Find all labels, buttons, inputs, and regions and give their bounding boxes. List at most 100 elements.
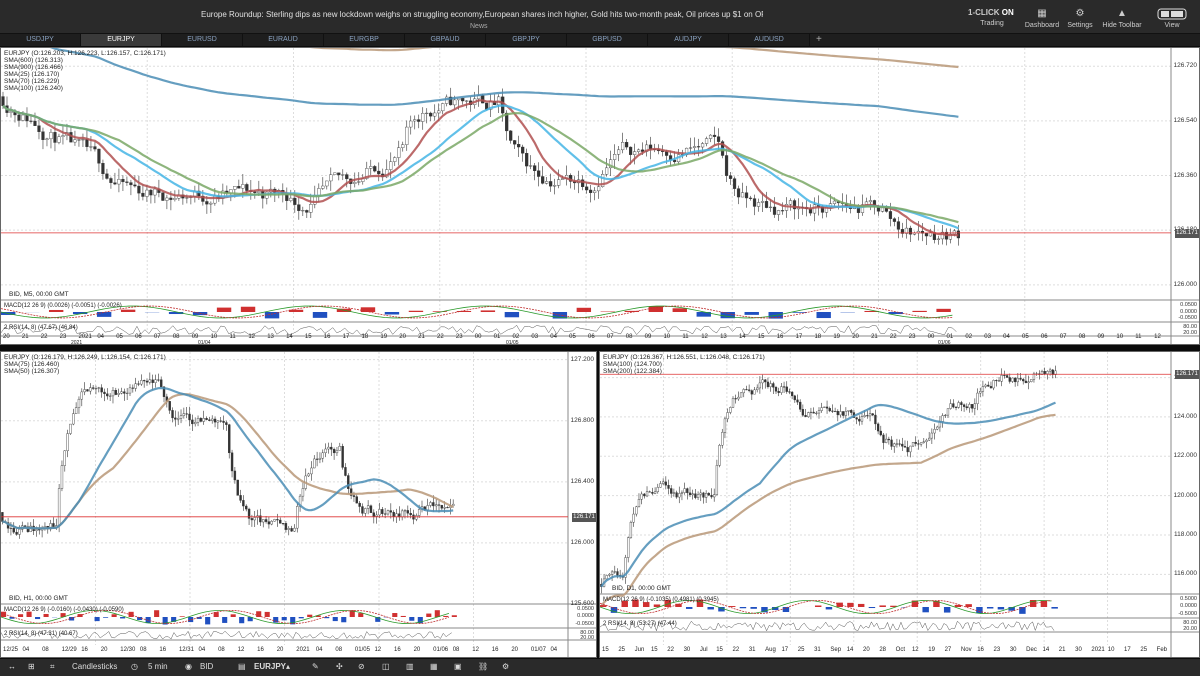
chart-pane-d1[interactable]: EURJPY (O:126.367, H:126.551, L:126.048,… [599,351,1200,658]
chart-legend: EURJPY (O:126.203, H:126.223, L:126.157,… [4,50,166,92]
time-axis-label: 15 [650,647,658,653]
time-axis-label: 00 [474,334,482,340]
tab-eurjpy[interactable]: EURJPY [81,34,162,46]
chart-canvas[interactable] [1,352,596,657]
tab-gbpaud[interactable]: GBPAUD [405,34,486,46]
hide-drawings-icon[interactable]: ⊘ [358,662,365,671]
time-axis-label: 03 [531,334,539,340]
time-axis-label: 08 [218,647,225,653]
tab-gbpjpy[interactable]: GBPJPY [486,34,567,46]
rsi-label[interactable]: 2 RSI(14, 8) (47.31) (40.67) [4,631,78,637]
time-axis-label: 14 [738,334,746,340]
chart-canvas[interactable] [1,48,1199,344]
gear-icon[interactable]: ⚙ [502,662,510,671]
news-ticker[interactable]: Europe Roundup: Sterling dips as new loc… [201,10,763,19]
layout-icon[interactable]: ▦ [430,662,438,671]
time-axis-label: 17 [1124,647,1131,653]
indicator-label[interactable]: SMA(70) (126.229) [4,78,60,85]
indicator-label[interactable]: SMA(900) (126.466) [4,64,63,71]
tab-audusd[interactable]: AUDUSD [729,34,810,46]
ma-line-sma600 [49,48,959,118]
indicator-label[interactable]: SMA(25) (126.170) [4,71,60,78]
time-axis-label: 20 [276,647,284,653]
macd-scale-label: -0.0500 [575,620,594,627]
price-axis-label: 126.540 [1173,116,1198,124]
rsi-label[interactable]: 2 RSI(14, 8) (47.67) (46.84) [4,325,78,331]
time-axis-label: 22 [732,647,740,653]
tab-euraud[interactable]: EURAUD [243,34,324,46]
current-price-badge: 126.171 [1175,228,1199,238]
indicator-label[interactable]: SMA(50) (126.307) [4,368,60,375]
one-click-toggle[interactable]: 1-CLICK ON [968,8,1014,17]
time-axis-label: 01/05 [354,647,370,653]
tab-eurgbp[interactable]: EURGBP [324,34,405,46]
time-axis-label: 08 [625,334,633,340]
rsi-scale-label: 80.00 [580,630,594,636]
hide-toolbar-icon: ▲ [1117,8,1127,19]
tab-audjpy[interactable]: AUDJPY [648,34,729,46]
macd-scale-label: 0.0000 [1180,603,1197,610]
time-axis-label: 15 [304,334,312,340]
time-axis-label: 15 [757,334,765,340]
time-axis-label: 22 [889,334,897,340]
time-axis-label: 08 [335,647,343,653]
indicator-label[interactable]: SMA(75) (126.460) [4,361,60,368]
indicator-label[interactable]: SMA(100) (126.240) [4,85,63,92]
link-icon[interactable]: ⛓ [478,662,489,671]
tab-eurusd[interactable]: EURUSD [162,34,243,46]
ma-line-sma100 [600,401,1056,588]
time-axis-label: 02 [965,334,973,340]
time-axis-label: 04 [22,647,30,653]
macd-label[interactable]: MACD(12 26 9) (-0.1035) (0.4981) (0.3945… [603,597,719,603]
zoom-icon[interactable]: ⊞ [28,662,35,671]
time-axis-label: 25 [797,647,805,653]
indicator-label[interactable]: SMA(600) (126.313) [4,57,63,64]
settings-icon[interactable]: ✣ [336,662,343,671]
template-icon[interactable]: ▣ [454,662,462,671]
macd-scale-label: 0.5000 [1180,596,1197,602]
time-axis-label: 12/29 [61,647,77,653]
macd-label[interactable]: MACD(12 26 9) (-0.0160) (-0.0430) (-0.05… [4,607,124,613]
time-axis-label: 05 [569,334,576,340]
chevron-up-icon[interactable]: ▴ [286,662,291,671]
settings-button[interactable]: ⚙ Settings [1055,8,1105,29]
time-axis-label: Aug [765,647,776,653]
trading-button[interactable]: Trading [967,18,1017,27]
grid-icon[interactable]: ▥ [406,662,414,671]
tab-gbpusd[interactable]: GBPUSD [567,34,648,46]
chart-canvas[interactable] [600,352,1199,657]
rsi-label[interactable]: 2 RSI(14, 8) (53.27) (47.44) [603,621,677,627]
time-axis-label: Oct [895,647,905,653]
macd-label[interactable]: MACD(12 26 9) (0.0026) (-0.0051) (-0.002… [4,303,122,309]
time-axis-label: 01 [946,334,954,340]
time-axis-label: 12 [248,334,255,340]
time-axis-label: 01/07 [530,647,546,653]
menu-icon[interactable]: ↔ [8,662,16,671]
indicator-label[interactable]: SMA(200) (122.384) [603,368,662,375]
tab-add[interactable]: + [816,34,822,45]
interval-select[interactable]: 5 min [148,662,168,671]
time-axis-label: 23 [908,334,916,340]
time-axis-label: 21 [1058,647,1066,653]
hide-toolbar-button[interactable]: ▲ Hide Toolbar [1097,8,1147,29]
time-axis-label: 16 [977,647,984,653]
chart-pane-h1[interactable]: EURJPY (O:126.179, H:126.249, L:126.154,… [0,351,597,658]
time-axis-label: 30 [683,647,691,653]
time-axis-label: 13 [267,334,274,340]
crop-icon[interactable]: ⌗ [50,662,55,671]
indicator-label[interactable]: SMA(100) (124.700) [603,361,662,368]
dashboard-button[interactable]: ▦ Dashboard [1017,8,1067,29]
time-axis-label: 03 [984,334,991,340]
ma-line-sma70 [2,104,959,230]
symbol-select[interactable]: EURJPY [254,662,287,671]
chart-pane-m5[interactable]: EURJPY (O:126.203, H:126.223, L:126.157,… [0,47,1200,345]
layers-icon[interactable]: ◫ [382,662,390,671]
view-button[interactable]: View [1147,8,1197,29]
chart-type-select[interactable]: Candlesticks [72,662,118,671]
pencil-icon[interactable]: ✎ [312,662,319,671]
time-axis-label: 12 [911,647,919,653]
time-axis-label: 08 [1078,334,1086,340]
tab-usdjpy[interactable]: USDJPY [0,34,81,46]
price-side-select[interactable]: BID [200,662,214,671]
time-axis-label: 10 [663,334,671,340]
